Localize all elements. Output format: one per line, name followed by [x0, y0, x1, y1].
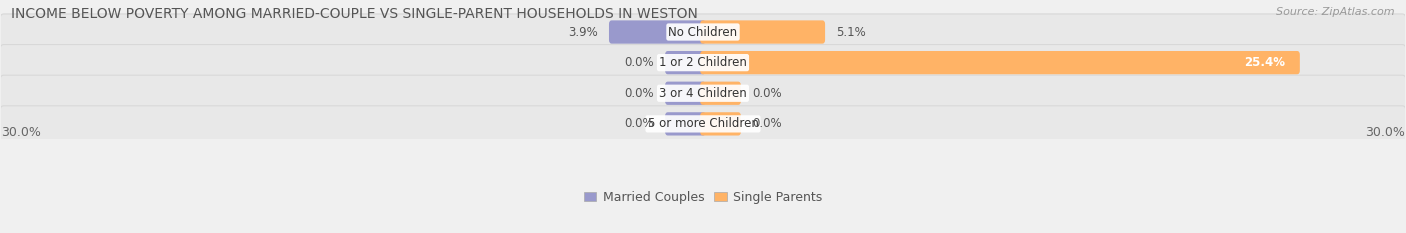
FancyBboxPatch shape: [0, 106, 1406, 142]
Text: 5.1%: 5.1%: [837, 25, 866, 38]
Text: No Children: No Children: [668, 25, 738, 38]
Text: INCOME BELOW POVERTY AMONG MARRIED-COUPLE VS SINGLE-PARENT HOUSEHOLDS IN WESTON: INCOME BELOW POVERTY AMONG MARRIED-COUPL…: [11, 7, 699, 21]
Text: 30.0%: 30.0%: [1, 126, 41, 139]
FancyBboxPatch shape: [700, 51, 1299, 74]
FancyBboxPatch shape: [700, 20, 825, 44]
FancyBboxPatch shape: [0, 45, 1406, 81]
FancyBboxPatch shape: [665, 82, 706, 105]
Text: 3.9%: 3.9%: [568, 25, 598, 38]
Legend: Married Couples, Single Parents: Married Couples, Single Parents: [579, 186, 827, 209]
Text: 5 or more Children: 5 or more Children: [648, 117, 758, 130]
FancyBboxPatch shape: [0, 75, 1406, 111]
Text: 0.0%: 0.0%: [752, 117, 782, 130]
FancyBboxPatch shape: [700, 82, 741, 105]
Text: 3 or 4 Children: 3 or 4 Children: [659, 87, 747, 100]
Text: 0.0%: 0.0%: [624, 56, 654, 69]
Text: 1 or 2 Children: 1 or 2 Children: [659, 56, 747, 69]
FancyBboxPatch shape: [609, 20, 706, 44]
Text: 0.0%: 0.0%: [624, 117, 654, 130]
FancyBboxPatch shape: [0, 14, 1406, 50]
FancyBboxPatch shape: [700, 112, 741, 136]
Text: 30.0%: 30.0%: [1365, 126, 1405, 139]
Text: 0.0%: 0.0%: [752, 87, 782, 100]
FancyBboxPatch shape: [665, 112, 706, 136]
FancyBboxPatch shape: [665, 51, 706, 74]
Text: 25.4%: 25.4%: [1244, 56, 1285, 69]
Text: Source: ZipAtlas.com: Source: ZipAtlas.com: [1277, 7, 1395, 17]
Text: 0.0%: 0.0%: [624, 87, 654, 100]
